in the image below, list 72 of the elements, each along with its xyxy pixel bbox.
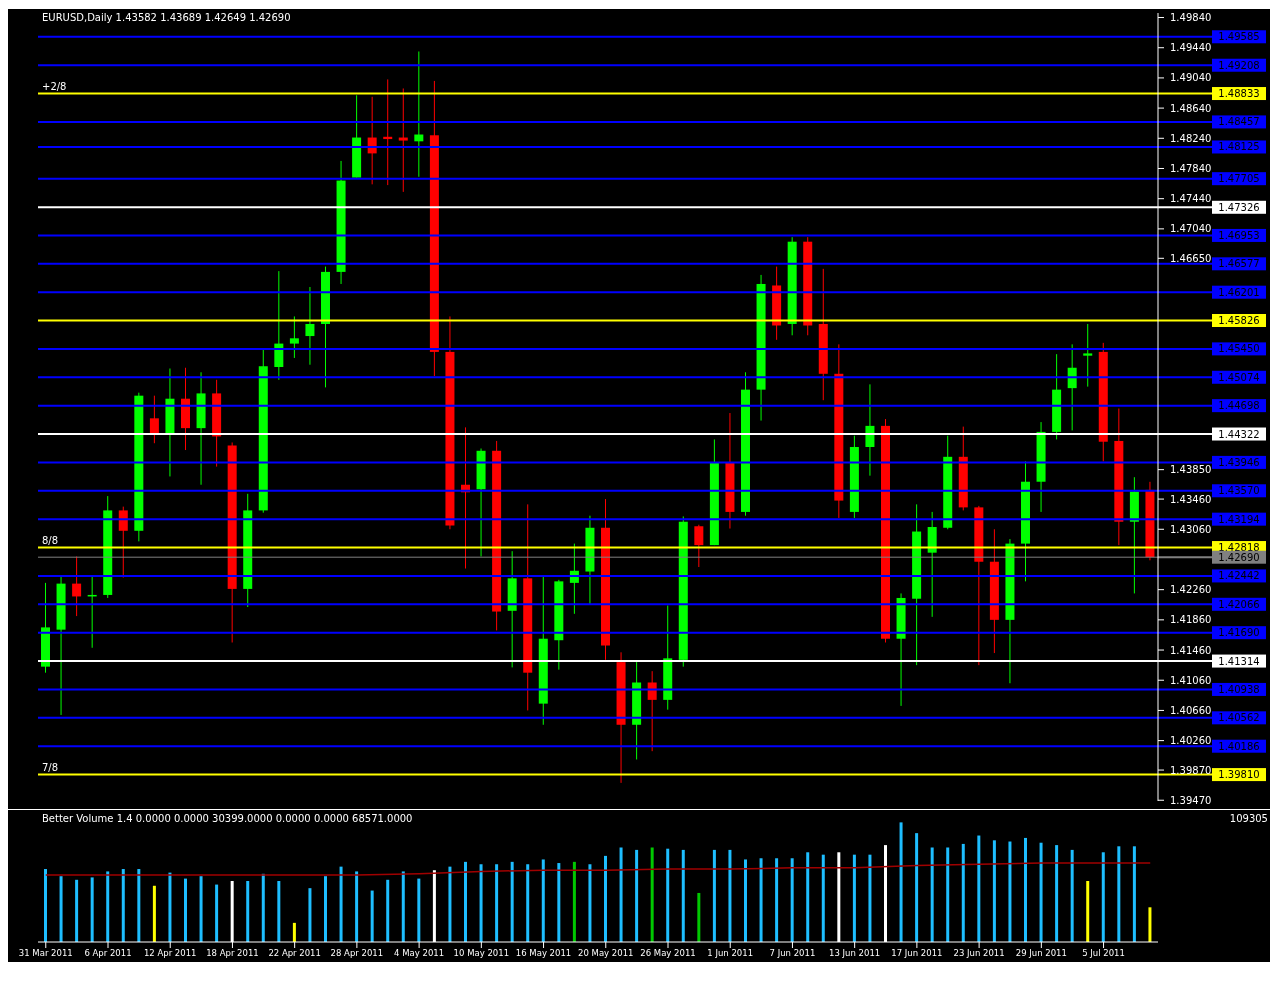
x-tick-label: 18 Apr 2011	[206, 948, 259, 959]
ref-line-label: 1.49585	[1218, 31, 1260, 43]
x-tick-label: 28 Apr 2011	[330, 948, 384, 959]
y-tick-label: 1.41060	[1170, 674, 1212, 686]
ref-line-label: 1.40938	[1218, 683, 1260, 695]
y-tick-label: 1.46650	[1170, 252, 1212, 264]
y-tick-label: 1.48240	[1170, 132, 1212, 144]
y-tick-label: 1.49440	[1170, 42, 1212, 54]
ref-line-label: 1.48457	[1218, 116, 1260, 128]
x-tick-label: 7 Jun 2011	[769, 948, 816, 959]
x-tick-label: 4 May 2011	[394, 948, 445, 959]
chart-title: Better Volume 1.4 0.0000 0.0000 30399.0000 0.0000 0.0000 68571.0000	[42, 813, 413, 824]
ref-line-label: 1.46201	[1218, 286, 1260, 298]
ref-line-label: 1.42066	[1218, 598, 1260, 610]
y-tick-label: 1.39870	[1170, 764, 1212, 776]
ref-line-label: 1.42690	[1218, 551, 1260, 563]
y-tick-label: 1.47840	[1170, 162, 1212, 174]
y-tick-label: 1.40660	[1170, 704, 1212, 716]
ref-line-label: 1.47705	[1218, 173, 1260, 185]
ref-line-label: 1.46953	[1218, 229, 1260, 241]
annotation: +2/8	[42, 80, 67, 92]
y-tick-label: 1.41860	[1170, 614, 1212, 626]
y-tick-label: 1.41460	[1170, 644, 1212, 656]
ref-line-label: 1.49208	[1218, 59, 1260, 71]
x-tick-label: 23 Jun 2011	[953, 948, 1005, 959]
x-tick-label: 12 Apr 2011	[143, 948, 197, 959]
ref-line-label: 1.42818	[1218, 542, 1260, 554]
annotation: 7/8	[42, 761, 59, 773]
text: 109305	[1229, 813, 1268, 824]
y-tick-label: 1.43850	[1170, 464, 1212, 476]
y-tick-label: 1.42260	[1170, 584, 1212, 596]
chart-title: EURUSD,Daily 1.43582 1.43689 1.42649 1.42690	[42, 12, 291, 23]
ref-line-label: 1.41690	[1218, 627, 1260, 639]
x-tick-label: 29 Jun 2011	[1015, 948, 1067, 959]
ref-line-label: 1.39810	[1218, 769, 1260, 781]
y-tick-label: 1.49840	[1170, 12, 1212, 24]
ref-line-label: 1.43570	[1218, 485, 1260, 497]
y-tick-label: 1.43460	[1170, 493, 1212, 505]
x-tick-label: 17 Jun 2011	[891, 948, 943, 959]
x-tick-label: 10 May 2011	[453, 948, 510, 959]
annotation: 8/8	[42, 534, 59, 546]
x-tick-label: 31 Mar 2011	[18, 948, 73, 959]
ref-line-label: 1.45074	[1218, 371, 1260, 383]
x-tick-label: 20 May 2011	[578, 948, 634, 959]
x-tick-label: 1 Jun 2011	[707, 948, 754, 959]
ref-line-label: 1.45826	[1218, 315, 1260, 326]
y-tick-label: 1.39470	[1170, 794, 1212, 806]
y-tick-label: 1.40260	[1170, 735, 1212, 747]
x-tick-label: 22 Apr 2011	[268, 948, 321, 959]
ref-line-label: 1.46577	[1218, 258, 1260, 270]
ref-line-label: 1.45450	[1218, 343, 1260, 355]
ref-line-label: 1.40186	[1218, 740, 1260, 752]
ref-line-label: 1.43194	[1218, 513, 1260, 525]
x-tick-label: 13 Jun 2011	[829, 948, 881, 959]
ref-line-label: 1.44698	[1218, 400, 1260, 412]
x-tick-label: 16 May 2011	[515, 948, 572, 959]
x-tick-label: 5 Jul 2011	[1082, 948, 1125, 959]
ref-line-label: 1.48833	[1218, 88, 1260, 100]
y-tick-label: 1.43060	[1170, 523, 1212, 535]
ref-line-label: 1.40562	[1218, 712, 1260, 724]
y-tick-label: 1.47040	[1170, 223, 1212, 235]
ref-line-label: 1.47326	[1218, 201, 1260, 213]
x-tick-label: 6 Apr 2011	[84, 948, 132, 959]
y-tick-label: 1.48640	[1170, 102, 1212, 114]
ref-line-label: 1.43946	[1218, 456, 1260, 468]
ref-line-label: 1.42442	[1218, 570, 1260, 582]
ref-line-label: 1.44322	[1218, 428, 1260, 440]
x-tick-label: 26 May 2011	[640, 948, 696, 959]
y-tick-label: 1.49040	[1170, 72, 1212, 84]
ref-line-label: 1.48125	[1218, 141, 1260, 153]
ref-line-label: 1.41314	[1218, 655, 1260, 667]
y-tick-label: 1.47440	[1170, 193, 1212, 205]
